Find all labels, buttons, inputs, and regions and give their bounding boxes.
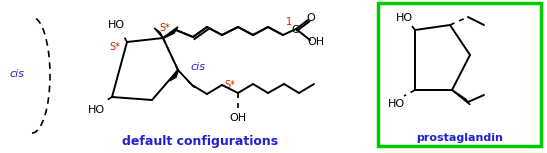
Polygon shape <box>154 28 164 38</box>
Polygon shape <box>451 89 470 105</box>
Polygon shape <box>177 69 195 88</box>
Text: S*: S* <box>225 80 235 90</box>
Text: cis: cis <box>190 62 206 72</box>
Text: O: O <box>307 13 316 23</box>
Text: 1: 1 <box>286 17 292 27</box>
Text: prostaglandin: prostaglandin <box>417 133 503 143</box>
Polygon shape <box>170 70 178 81</box>
Text: C: C <box>292 25 299 35</box>
Polygon shape <box>162 27 178 39</box>
Text: default configurations: default configurations <box>122 136 278 149</box>
Text: OH: OH <box>307 37 324 47</box>
Text: S*: S* <box>160 23 171 33</box>
Text: HO: HO <box>107 20 125 30</box>
Text: S*: S* <box>109 42 120 52</box>
Text: cis: cis <box>9 69 25 79</box>
Text: HO: HO <box>387 99 405 109</box>
Bar <box>378 3 541 146</box>
Text: HO: HO <box>395 13 412 23</box>
Text: OH: OH <box>229 113 247 123</box>
Text: HO: HO <box>88 105 104 115</box>
